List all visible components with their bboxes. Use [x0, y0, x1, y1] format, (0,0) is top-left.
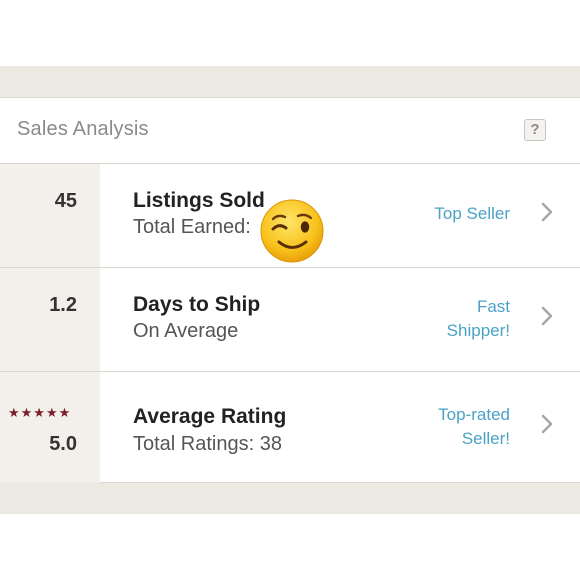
badge-line: Fast: [476, 297, 510, 316]
badge-line: Top-rated: [438, 405, 510, 424]
row-subtitle: On Average: [133, 320, 239, 342]
stat-cell: ★★★★★ 5.0: [0, 372, 100, 483]
chevron-right-icon[interactable]: [540, 414, 554, 434]
help-button[interactable]: ?: [524, 119, 546, 141]
stat-value: 45: [54, 190, 77, 212]
section-title: Sales Analysis: [17, 118, 149, 140]
stat-value: 1.2: [49, 294, 77, 316]
stat-value: 5.0: [49, 433, 77, 455]
row-title: Days to Ship: [133, 293, 261, 316]
listings-sold-row[interactable]: 45 Listings Sold Total Earned: Top Selle…: [0, 164, 580, 268]
top-rated-seller-badge[interactable]: Top-rated Seller!: [438, 403, 510, 451]
chevron-right-icon[interactable]: [540, 202, 554, 222]
badge-line: Seller!: [461, 429, 510, 448]
badge-line: Shipper!: [446, 321, 510, 340]
card-header: Sales Analysis ?: [0, 98, 580, 164]
sales-analysis-card: Sales Analysis ? 45 Listings Sold Total …: [0, 97, 580, 483]
star-rating: ★★★★★: [8, 405, 72, 420]
chevron-right-icon[interactable]: [540, 306, 554, 326]
stat-cell: 45: [0, 164, 100, 267]
row-title: Average Rating: [133, 405, 287, 428]
days-to-ship-row[interactable]: 1.2 Days to Ship On Average Fast Shipper…: [0, 268, 580, 372]
row-subtitle: Total Earned:: [133, 216, 251, 238]
top-seller-badge[interactable]: Top Seller: [434, 202, 510, 226]
fast-shipper-badge[interactable]: Fast Shipper!: [447, 295, 510, 343]
badge-line: Top Seller: [434, 204, 510, 223]
average-rating-row[interactable]: ★★★★★ 5.0 Average Rating Total Ratings: …: [0, 372, 580, 483]
winking-face-emoji-icon: [260, 199, 324, 263]
row-subtitle: Total Ratings: 38: [133, 433, 282, 455]
row-title: Listings Sold: [133, 189, 265, 212]
stat-cell: 1.2: [0, 268, 100, 371]
